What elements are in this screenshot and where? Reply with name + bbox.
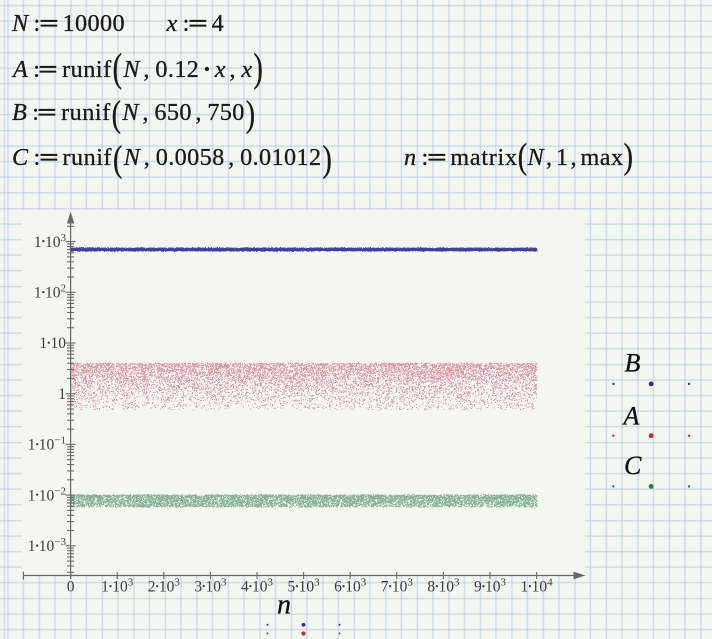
svg-text:0: 0 — [67, 579, 75, 596]
svg-text:B: B — [625, 348, 641, 377]
svg-text:1•103: 1•103 — [34, 232, 67, 251]
svg-text:A: A — [622, 402, 640, 431]
svg-text:C: C — [624, 451, 642, 480]
svg-text:5•103: 5•103 — [288, 577, 321, 596]
svg-text:n: n — [277, 590, 291, 621]
svg-text:7•103: 7•103 — [381, 577, 414, 596]
svg-text:9•103: 9•103 — [474, 577, 507, 596]
svg-text:3•103: 3•103 — [194, 577, 227, 596]
svg-text:8•103: 8•103 — [427, 577, 460, 596]
svg-text:4•103: 4•103 — [241, 577, 274, 596]
svg-text:1•10: 1•10 — [39, 335, 66, 352]
svg-text:1•104: 1•104 — [521, 577, 554, 596]
svg-text:1•103: 1•103 — [101, 577, 134, 596]
svg-text:6•103: 6•103 — [334, 577, 367, 596]
svg-text:1: 1 — [58, 386, 66, 403]
svg-text:2•103: 2•103 — [148, 577, 181, 596]
